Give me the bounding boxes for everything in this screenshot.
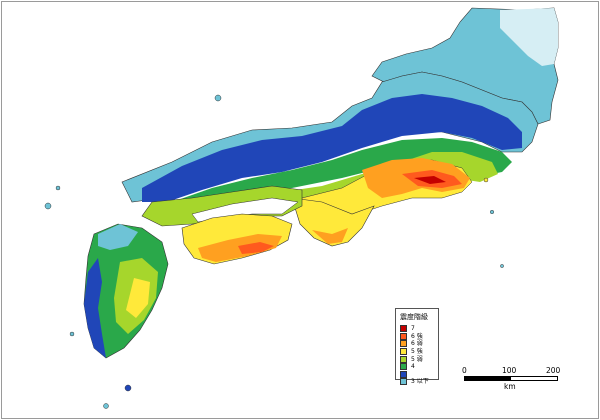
legend-label: 5 弱 <box>411 355 423 363</box>
legend-item: 3 以下 <box>400 378 434 386</box>
legend-title: 震度階級 <box>400 313 428 321</box>
legend-item: 5 強 <box>400 348 434 356</box>
island <box>124 384 132 392</box>
kyushu-yellow <box>126 278 150 318</box>
kii-peninsula <box>291 197 375 247</box>
scale-unit: km <box>504 382 516 391</box>
legend-item <box>400 370 434 379</box>
legend-item: 5 弱 <box>400 355 434 363</box>
legend-label: 6 強 <box>411 332 423 340</box>
island <box>69 331 75 337</box>
legend-swatch <box>400 325 407 333</box>
island <box>55 185 61 191</box>
island <box>44 202 52 210</box>
tohoku-light-zone <box>500 8 558 66</box>
island <box>214 94 222 102</box>
legend-label: 6 弱 <box>411 340 423 348</box>
kyushu-lightblue <box>98 224 138 250</box>
legend-swatch <box>400 363 407 371</box>
dark-blue-band <box>142 94 522 202</box>
legend-item: 6 強 <box>400 332 434 341</box>
island <box>500 264 504 268</box>
legend-item: 4 <box>400 363 434 371</box>
legend-item: 6 弱 <box>400 340 434 348</box>
kii-orange <box>312 228 348 244</box>
legend-item: 7 <box>400 325 434 333</box>
scale-tick-0: 0 <box>462 366 467 375</box>
tokai-intense <box>414 176 446 184</box>
scale-tick-100: 100 <box>502 366 517 375</box>
scale-tick-200: 200 <box>546 366 561 375</box>
shikoku-red <box>238 242 274 254</box>
legend-swatch <box>400 332 407 340</box>
legend-label: 4 <box>411 363 415 371</box>
legend-swatch <box>400 340 407 348</box>
legend-swatch <box>400 355 407 363</box>
scale-bar: 0 100 200 km <box>460 362 560 394</box>
island <box>103 403 109 409</box>
legend-swatch <box>400 378 407 386</box>
kyushu-blue <box>84 258 106 358</box>
island <box>483 177 489 183</box>
legend-label: 5 強 <box>411 348 423 356</box>
legend-swatch <box>400 348 407 356</box>
legend-swatch <box>400 370 407 378</box>
scale-bar-line <box>464 376 558 381</box>
legend-label: 7 <box>411 325 415 333</box>
legend-label: 3 以下 <box>411 378 429 386</box>
island <box>489 209 495 215</box>
